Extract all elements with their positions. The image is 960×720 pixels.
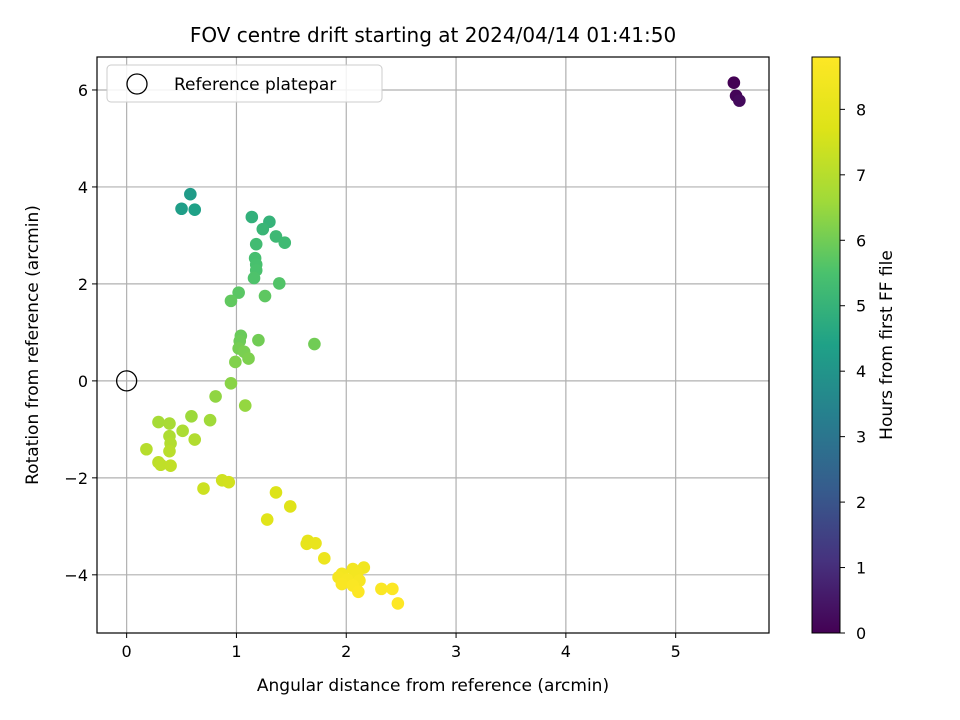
data-point [238, 399, 252, 412]
data-point [188, 433, 202, 446]
data-point [197, 482, 210, 495]
data-point [209, 390, 222, 403]
data-point [352, 585, 365, 599]
y-tick-label: 4 [78, 178, 88, 197]
data-point [272, 277, 286, 290]
data-point [140, 442, 153, 456]
data-point [278, 236, 292, 249]
colorbar-tick-label: 7 [856, 166, 866, 185]
colorbar-tick-label: 1 [856, 559, 866, 578]
legend-marker-hollow-circle [126, 73, 148, 95]
colorbar-ticks: 0 1 2 3 4 5 6 7 8 [840, 100, 866, 643]
data-point [309, 537, 322, 550]
chart-title: FOV centre drift starting at 2024/04/14 … [190, 23, 676, 47]
data-point [733, 94, 746, 107]
data-point [224, 377, 238, 390]
data-points [140, 76, 746, 610]
colorbar-tick-label: 4 [856, 362, 866, 381]
y-tick-label: −4 [64, 566, 88, 585]
data-point [163, 444, 176, 458]
x-tick-label: 0 [122, 642, 132, 661]
data-point [229, 355, 242, 369]
y-tick-label: −2 [64, 469, 88, 488]
y-tick-label: 6 [78, 81, 88, 100]
data-point [269, 230, 283, 243]
data-point [175, 202, 188, 216]
data-point [164, 459, 177, 473]
legend-box [106, 64, 383, 103]
data-point [203, 413, 217, 427]
x-tick-label: 3 [451, 642, 461, 661]
x-axis-ticks: 0 1 2 3 4 5 [122, 633, 681, 661]
reference-marker-group [115, 370, 138, 392]
colorbar-tick-label: 3 [856, 428, 866, 447]
data-point [163, 417, 176, 430]
data-point [335, 577, 349, 591]
data-point [386, 582, 399, 596]
colorbar-tick-label: 0 [856, 624, 866, 643]
data-point [247, 271, 261, 285]
data-point [152, 415, 165, 429]
x-tick-label: 1 [231, 642, 241, 661]
data-point [154, 458, 167, 472]
colorbar-tick-label: 6 [856, 231, 866, 250]
data-point [188, 203, 202, 217]
x-axis-label: Angular distance from reference (arcmin) [257, 676, 609, 696]
data-point [252, 333, 265, 347]
reference-platepar-marker [115, 370, 138, 392]
data-point [375, 582, 388, 596]
data-point [245, 210, 259, 224]
data-point [727, 76, 741, 89]
data-point [256, 222, 270, 236]
data-point [185, 409, 198, 423]
data-point [260, 513, 274, 526]
y-tick-label: 2 [78, 275, 88, 294]
data-point [224, 294, 238, 308]
data-point [232, 286, 245, 299]
y-tick-label: 0 [78, 372, 88, 391]
x-tick-label: 2 [341, 642, 351, 661]
legend-entry-label: Reference platepar [174, 75, 336, 95]
data-point [249, 237, 263, 251]
y-axis-ticks: −4 −2 0 2 4 6 [64, 81, 97, 585]
data-point [269, 486, 283, 499]
legend: Reference platepar [106, 64, 383, 103]
colorbar-tick-label: 5 [856, 297, 866, 316]
colorbar [811, 56, 841, 634]
data-point [184, 187, 197, 201]
colorbar-tick-label: 8 [856, 100, 866, 119]
colorbar-tick-label: 2 [856, 493, 866, 512]
y-axis-label: Rotation from reference (arcmin) [23, 205, 43, 485]
data-point [258, 289, 272, 303]
data-point [308, 337, 321, 351]
plot-frame [96, 56, 770, 634]
colorbar-label: Hours from first FF file [877, 250, 897, 440]
x-tick-label: 4 [561, 642, 571, 661]
data-point [391, 597, 405, 610]
data-point [222, 475, 236, 489]
x-tick-label: 5 [671, 642, 681, 661]
data-point [283, 500, 297, 513]
data-point [176, 424, 189, 438]
data-point [242, 352, 255, 365]
data-point [317, 552, 331, 565]
